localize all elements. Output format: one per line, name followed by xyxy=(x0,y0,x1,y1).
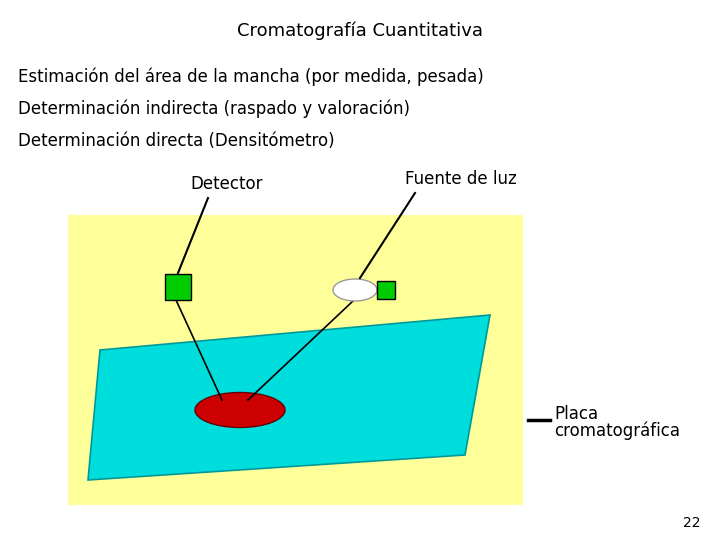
Text: 22: 22 xyxy=(683,516,700,530)
Text: cromatográfica: cromatográfica xyxy=(554,422,680,441)
Ellipse shape xyxy=(195,393,285,428)
Bar xyxy=(68,215,523,505)
Polygon shape xyxy=(88,315,490,480)
Text: Cromatografía Cuantitativa: Cromatografía Cuantitativa xyxy=(237,22,483,40)
Bar xyxy=(165,274,191,300)
Ellipse shape xyxy=(333,279,377,301)
Text: Determinación indirecta (raspado y valoración): Determinación indirecta (raspado y valor… xyxy=(18,100,410,118)
Text: Fuente de luz: Fuente de luz xyxy=(405,170,517,188)
Text: Placa: Placa xyxy=(554,405,598,423)
Text: Determinación directa (Densitómetro): Determinación directa (Densitómetro) xyxy=(18,132,335,150)
Bar xyxy=(377,281,395,299)
Text: Estimación del área de la mancha (por medida, pesada): Estimación del área de la mancha (por me… xyxy=(18,68,484,86)
Text: Detector: Detector xyxy=(190,175,263,193)
